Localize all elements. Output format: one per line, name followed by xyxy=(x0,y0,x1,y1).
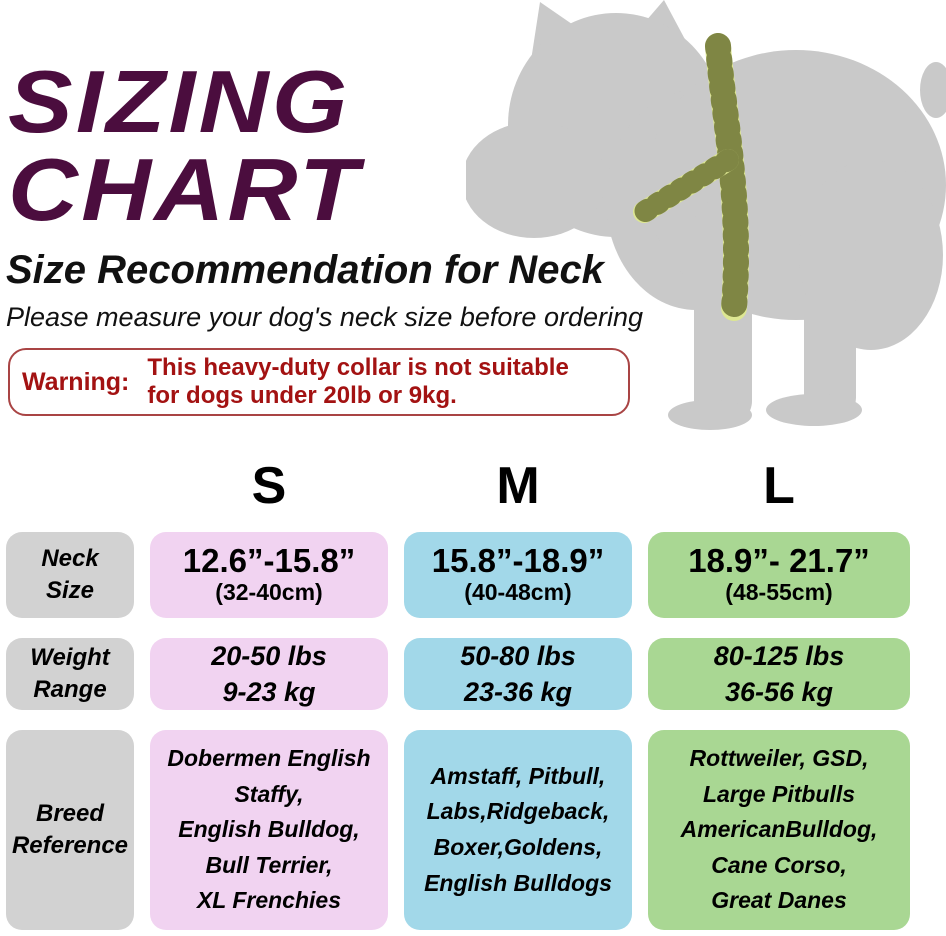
row-label-weight-range-text: Weight Range xyxy=(30,643,110,703)
dog-silhouette-with-measuring-tape-icon xyxy=(462,0,946,430)
cell-breed-reference-m: Amstaff, Pitbull, Labs,Ridgeback, Boxer,… xyxy=(404,730,632,930)
cell-weight-range-m: 50-80 lbs 23-36 kg xyxy=(404,638,632,710)
measure-note: Please measure your dog's neck size befo… xyxy=(6,302,644,332)
neck-size-m-cm: (40-48cm) xyxy=(464,579,572,606)
neck-size-s-cm: (32-40cm) xyxy=(215,579,323,606)
page-title-line1: SIZING xyxy=(8,52,351,151)
neck-size-l-cm: (48-55cm) xyxy=(725,579,833,606)
row-label-weight-range: Weight Range xyxy=(6,638,134,710)
cell-breed-reference-l: Rottweiler, GSD, Large Pitbulls American… xyxy=(648,730,910,930)
dog-illustration xyxy=(462,0,946,430)
column-header-s: S xyxy=(251,457,287,515)
warning-label: Warning: xyxy=(22,367,130,396)
cell-neck-size-l: 18.9”- 21.7” (48-55cm) xyxy=(648,532,910,618)
warning-text-line2: for dogs under 20lb or 9kg. xyxy=(147,382,457,409)
warning-box: Warning: This heavy-duty collar is not s… xyxy=(8,348,630,416)
weight-m-lbs: 50-80 lbs xyxy=(460,640,576,671)
row-label-neck-size: Neck Size xyxy=(6,532,134,618)
breeds-m: Amstaff, Pitbull, Labs,Ridgeback, Boxer,… xyxy=(424,762,612,896)
weight-s-kg: 9-23 kg xyxy=(222,677,316,707)
column-header-l: L xyxy=(763,457,795,515)
weight-l-kg: 36-56 kg xyxy=(724,677,834,707)
cell-breed-reference-s: Dobermen English Staffy, English Bulldog… xyxy=(150,730,388,930)
page-title-line2: CHART xyxy=(8,140,362,239)
cell-neck-size-m: 15.8”-18.9” (40-48cm) xyxy=(404,532,632,618)
breeds-s: Dobermen English Staffy, English Bulldog… xyxy=(167,744,371,914)
row-label-breed-reference-text: Breed Reference xyxy=(11,799,129,859)
cell-weight-range-l: 80-125 lbs 36-56 kg xyxy=(648,638,910,710)
weight-s-lbs: 20-50 lbs xyxy=(211,640,327,671)
page-title: SIZING CHART xyxy=(8,58,362,234)
warning-text-line1: This heavy-duty collar is not suitable xyxy=(147,354,569,381)
neck-size-l-inches: 18.9”- 21.7” xyxy=(688,542,870,580)
row-label-breed-reference: Breed Reference xyxy=(6,730,134,930)
column-header-m: M xyxy=(496,457,540,515)
breeds-l: Rottweiler, GSD, Large Pitbulls American… xyxy=(680,744,878,914)
cell-neck-size-s: 12.6”-15.8” (32-40cm) xyxy=(150,532,388,618)
row-label-neck-size-text: Neck Size xyxy=(41,544,99,604)
neck-size-s-inches: 12.6”-15.8” xyxy=(182,542,356,580)
weight-l-lbs: 80-125 lbs xyxy=(713,640,845,671)
size-table: S M L Neck Size 12.6”-15.8” (32-40cm) 15… xyxy=(6,458,910,930)
neck-size-m-inches: 15.8”-18.9” xyxy=(431,542,605,580)
header-spacer xyxy=(6,458,134,512)
cell-weight-range-s: 20-50 lbs 9-23 kg xyxy=(150,638,388,710)
warning-text: This heavy-duty collar is not suitable f… xyxy=(147,354,568,410)
weight-m-kg: 23-36 kg xyxy=(463,677,573,707)
subtitle: Size Recommendation for Neck xyxy=(6,248,604,292)
